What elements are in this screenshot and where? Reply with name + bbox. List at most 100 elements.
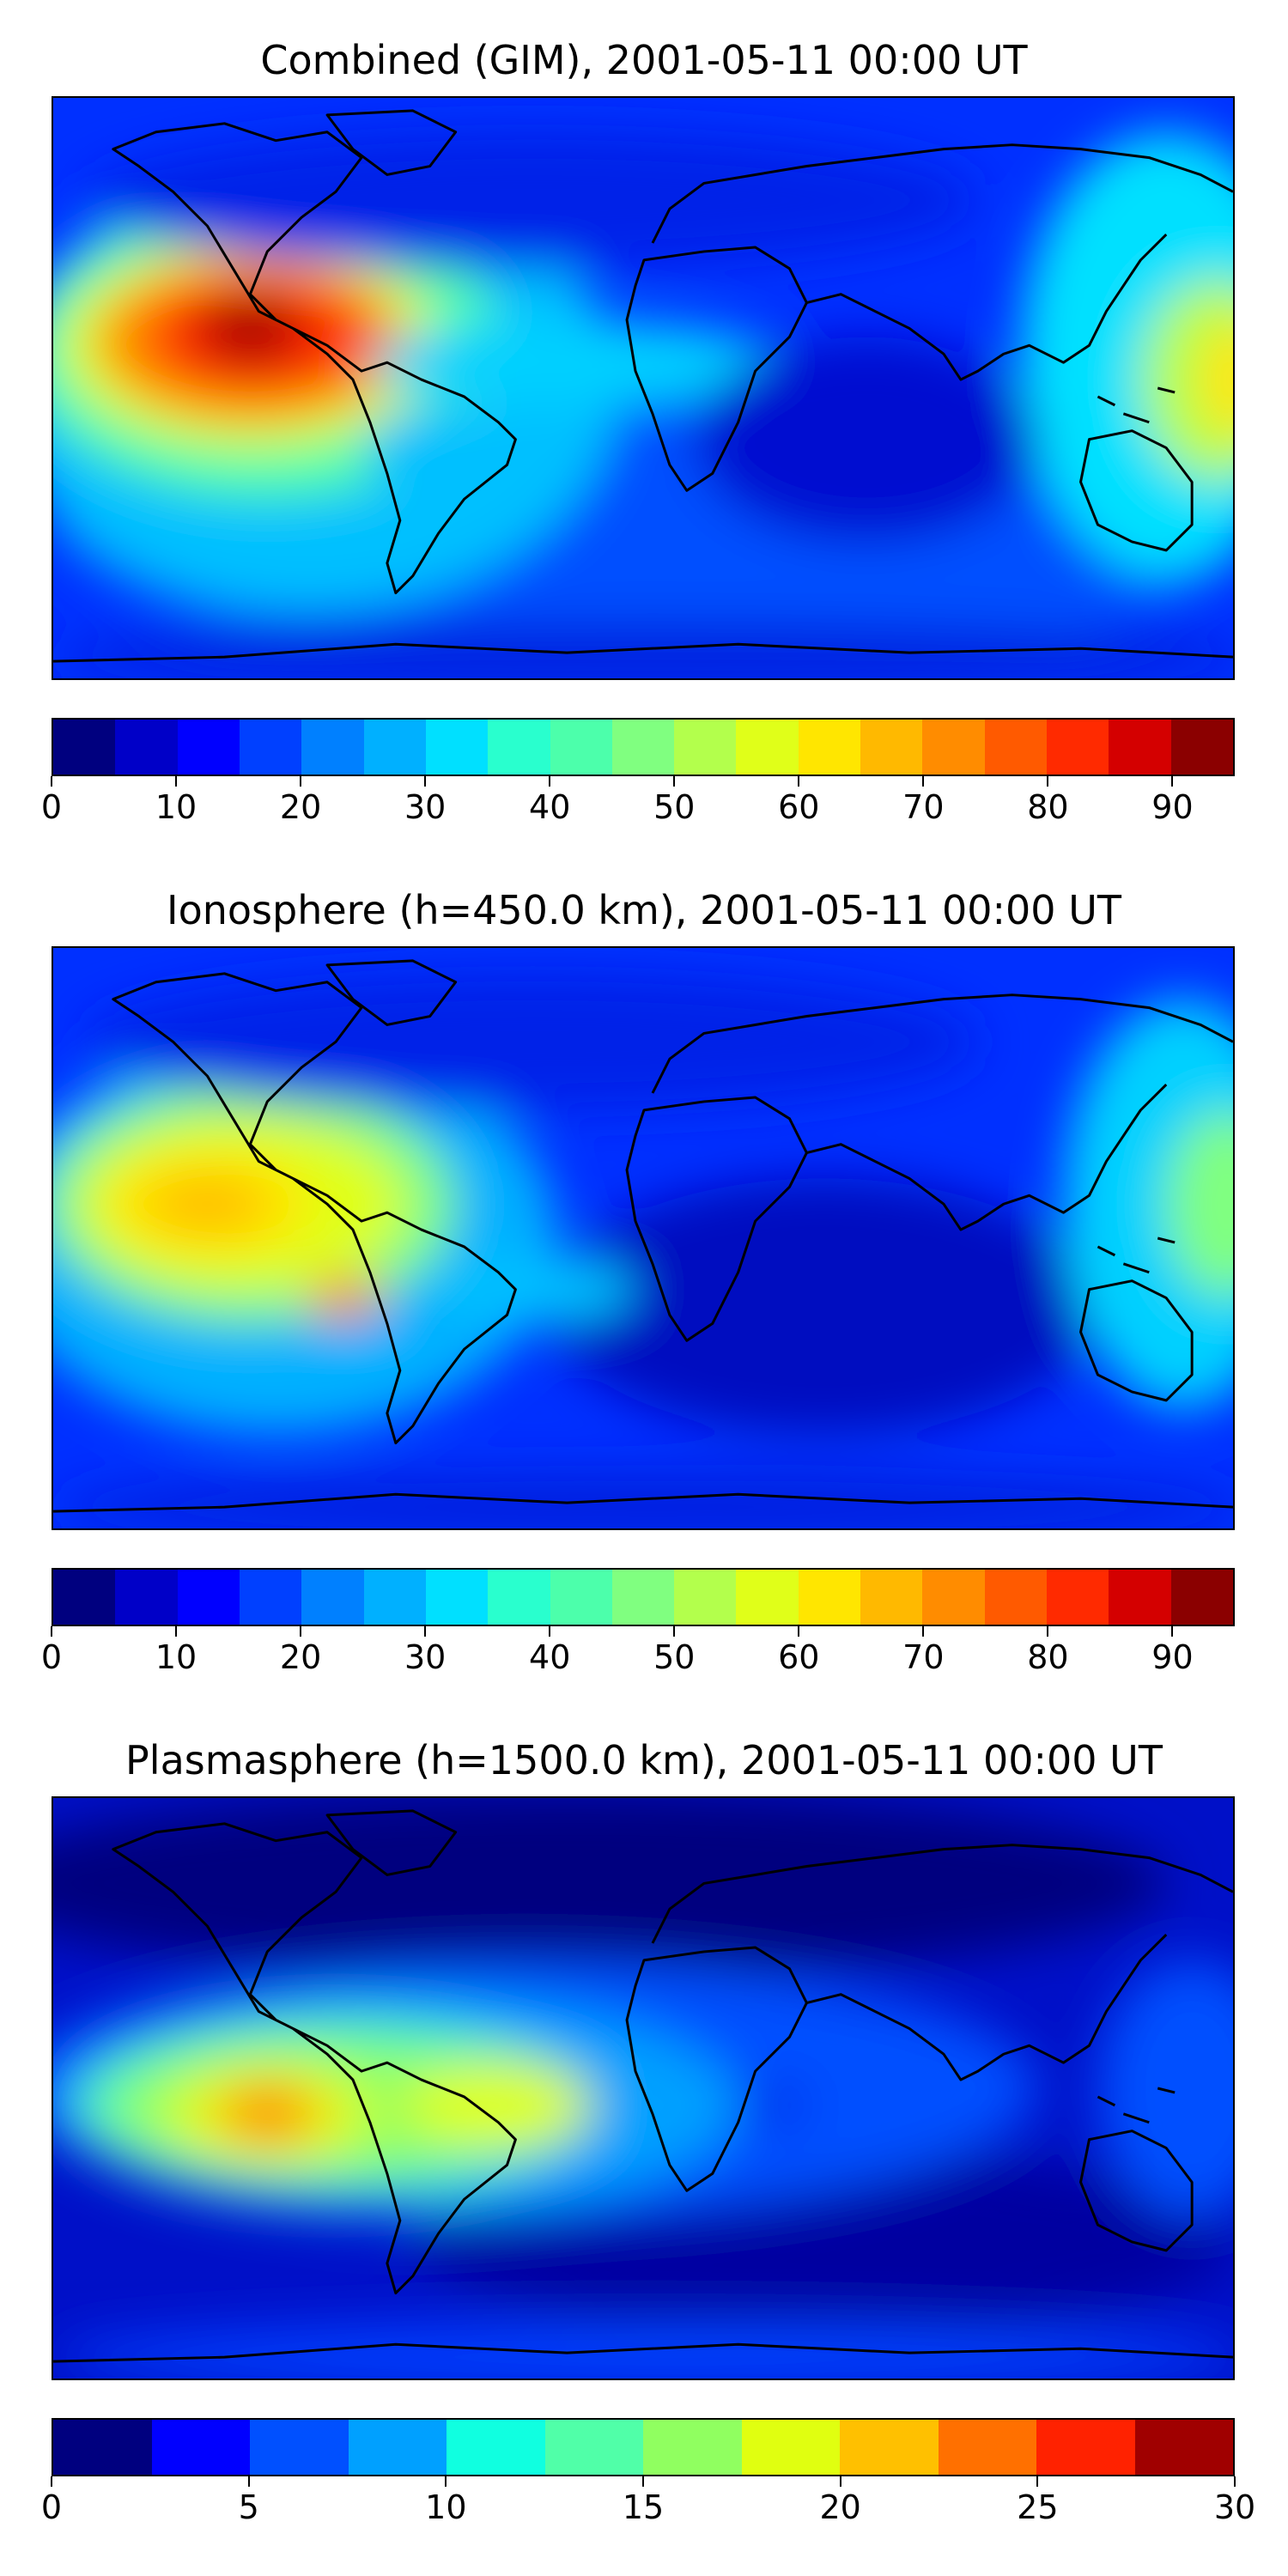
colorbar-segment <box>151 2420 250 2475</box>
colorbar-segment <box>798 720 861 775</box>
colorbar-tick-label: 20 <box>819 2488 861 2526</box>
colorbar-segment <box>938 2420 1036 2475</box>
colorbar-tick-label: 70 <box>902 1638 945 1676</box>
panel-title-ionosphere: Ionosphere (h=450.0 km), 2001-05-11 00:0… <box>167 887 1121 933</box>
coastlines <box>53 959 1233 1513</box>
colorbar-segment <box>860 720 923 775</box>
colorbar-tick-mark <box>424 776 427 787</box>
colorbar-tick-label: 80 <box>1027 1638 1069 1676</box>
colorbar-segment <box>674 720 737 775</box>
colorbar-tick-mark <box>1234 2476 1236 2487</box>
colorbar-tick-mark <box>175 1626 178 1637</box>
colorbar-tick-mark <box>424 1626 427 1637</box>
colorbar-ionosphere <box>52 1568 1235 1626</box>
colorbar-segment <box>674 1570 737 1625</box>
colorbar-segment <box>1170 720 1233 775</box>
colorbar-segment <box>1109 1570 1171 1625</box>
colorbar-tick-mark <box>549 776 551 787</box>
colorbar-tick-mark <box>839 2476 841 2487</box>
colorbar-segment <box>177 720 240 775</box>
colorbar-segment <box>611 720 675 775</box>
colorbar-tick-mark <box>922 1626 925 1637</box>
colorbar-segment <box>239 720 302 775</box>
colorbar-tick-mark <box>549 1626 551 1637</box>
colorbar-segment <box>53 2420 152 2475</box>
colorbar-segment <box>488 720 550 775</box>
colorbar-segment <box>736 720 799 775</box>
colorbar-tick-label: 30 <box>1213 2488 1256 2526</box>
colorbar-segment <box>425 720 489 775</box>
colorbar-tick-mark <box>798 776 800 787</box>
colorbar-segment <box>984 1570 1047 1625</box>
colorbar-segment <box>1109 720 1171 775</box>
colorbar-tick-label: 15 <box>622 2488 665 2526</box>
colorbar-tick-mark <box>1171 776 1174 787</box>
colorbar-segment <box>115 1570 178 1625</box>
colorbar-tick-label: 10 <box>155 788 197 826</box>
colorbar-tick-mark <box>51 2476 52 2487</box>
colorbar-tick-mark <box>1171 1626 1174 1637</box>
colorbar-segment <box>488 1570 550 1625</box>
colorbar-segment <box>1170 1570 1233 1625</box>
colorbar-tick-label: 0 <box>40 788 63 826</box>
colorbar-segment <box>860 1570 923 1625</box>
coastlines <box>53 1809 1233 2363</box>
colorbar-tick-mark <box>300 776 302 787</box>
colorbar-segment <box>363 720 426 775</box>
colorbar-tick-label: 90 <box>1151 1638 1194 1676</box>
colorbar-tick-label: 10 <box>155 1638 197 1676</box>
colorbar-segment <box>250 2420 349 2475</box>
colorbar-segment <box>1134 2420 1233 2475</box>
colorbar-ticks-plasmasphere: 0 5 10 15 20 25 30 <box>41 2476 1255 2528</box>
colorbar-tick-mark <box>300 1626 302 1637</box>
colorbar-segment <box>115 720 178 775</box>
colorbar-tick-mark <box>445 2476 447 2487</box>
colorbar-segment <box>736 1570 799 1625</box>
colorbar-segment <box>301 720 364 775</box>
map-combined <box>52 96 1235 680</box>
colorbar-segment <box>922 1570 985 1625</box>
colorbar-tick-label: 40 <box>529 788 571 826</box>
colorbar-tick-mark <box>922 776 925 787</box>
panel-title-plasmasphere: Plasmasphere (h=1500.0 km), 2001-05-11 0… <box>125 1737 1163 1783</box>
colorbar-tick-label: 70 <box>902 788 945 826</box>
colorbar-tick-label: 0 <box>40 2488 63 2526</box>
tec-map-combined <box>53 98 1233 678</box>
colorbar-tick-label: 40 <box>529 1638 571 1676</box>
colorbar-segment <box>741 2420 840 2475</box>
colorbar-segment <box>798 1570 861 1625</box>
colorbar-tick-mark <box>175 776 178 787</box>
colorbar-tick-label: 30 <box>404 788 447 826</box>
panel-title-combined: Combined (GIM), 2001-05-11 00:00 UT <box>260 37 1028 83</box>
colorbar-segment <box>348 2420 447 2475</box>
colorbar-segment <box>984 720 1047 775</box>
colorbar-tick-label: 25 <box>1017 2488 1059 2526</box>
colorbar-tick-label: 20 <box>279 788 322 826</box>
colorbar-segment <box>53 720 116 775</box>
colorbar-segment <box>177 1570 240 1625</box>
colorbar-tick-mark <box>247 2476 250 2487</box>
colorbar-tick-label: 60 <box>778 1638 820 1676</box>
colorbar-segment <box>239 1570 302 1625</box>
colorbar-segment <box>550 720 612 775</box>
colorbar-ticks-ionosphere: 0 10 20 30 40 50 60 70 80 90 <box>41 1626 1235 1678</box>
colorbar-tick-label: 20 <box>279 1638 322 1676</box>
colorbar-tick-label: 60 <box>778 788 820 826</box>
map-ionosphere <box>52 946 1235 1530</box>
colorbar-tick-mark <box>798 1626 800 1637</box>
colorbar-segment <box>1036 2420 1135 2475</box>
colorbar-tick-mark <box>1036 2476 1039 2487</box>
colorbar-tick-mark <box>51 776 52 787</box>
colorbar-ticks-combined: 0 10 20 30 40 50 60 70 80 90 <box>41 776 1235 828</box>
colorbar-tick-mark <box>673 1626 676 1637</box>
colorbar-tick-label: 90 <box>1151 788 1194 826</box>
colorbar-segment <box>922 720 985 775</box>
colorbar-tick-mark <box>642 2476 644 2487</box>
colorbar-segment <box>447 2420 545 2475</box>
colorbar-segment <box>1047 720 1109 775</box>
tec-map-plasmasphere <box>53 1798 1233 2379</box>
coastlines <box>53 109 1233 663</box>
map-plasmasphere <box>52 1796 1235 2380</box>
colorbar-segment <box>363 1570 426 1625</box>
colorbar-segment <box>1047 1570 1109 1625</box>
